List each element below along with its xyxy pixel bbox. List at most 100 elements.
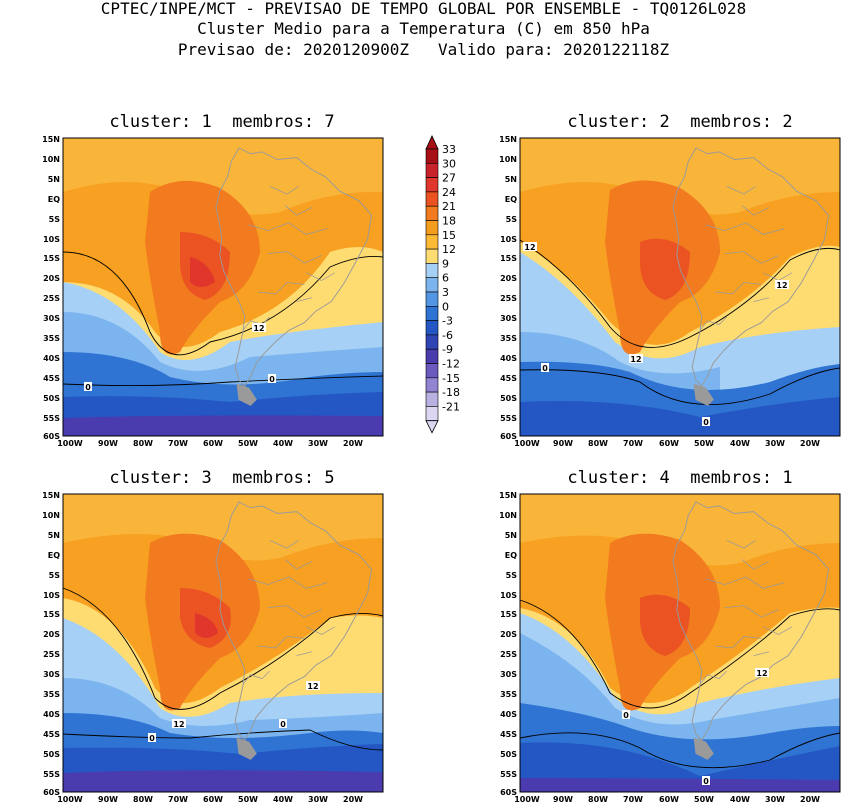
colorbar-swatch: [425, 391, 439, 407]
svg-text:25S: 25S: [500, 294, 517, 303]
svg-text:60W: 60W: [203, 439, 223, 448]
contour-label: 0: [703, 777, 709, 786]
contour-label: 0: [269, 375, 275, 384]
svg-text:30W: 30W: [308, 795, 328, 804]
colorbar-label: 18: [442, 215, 456, 228]
map-panel-1: 15N 10N 5N EQ 5S 10S 15S 20S 25S 30S 35S 40S 4…: [30, 132, 390, 448]
svg-text:55S: 55S: [500, 770, 517, 779]
contour-label: 12: [253, 324, 264, 333]
lat-axis: 15N 10N 5N EQ 5S 10S 15S 20S 25S 30S 35S 40S 4…: [42, 135, 60, 441]
svg-text:70W: 70W: [168, 795, 188, 804]
svg-text:60S: 60S: [500, 788, 517, 797]
svg-text:15S: 15S: [43, 610, 60, 619]
svg-text:20W: 20W: [343, 795, 363, 804]
colorbar-label: 12: [442, 243, 456, 256]
svg-text:EQ: EQ: [505, 195, 517, 204]
svg-text:60W: 60W: [659, 795, 679, 804]
svg-text:15S: 15S: [500, 254, 517, 263]
svg-text:45S: 45S: [43, 374, 60, 383]
svg-text:20W: 20W: [343, 439, 363, 448]
svg-text:80W: 80W: [133, 439, 153, 448]
svg-text:50W: 50W: [238, 439, 258, 448]
colorbar-label: 15: [442, 229, 456, 242]
colorbar-swatch: [425, 348, 439, 364]
colorbar-swatch: [425, 177, 439, 193]
svg-text:30W: 30W: [765, 439, 785, 448]
svg-text:100W: 100W: [514, 439, 540, 448]
svg-text:25S: 25S: [43, 294, 60, 303]
svg-text:60S: 60S: [43, 788, 60, 797]
colorbar-bottom-arrow: [425, 420, 439, 434]
svg-text:45S: 45S: [43, 730, 60, 739]
map-panel-2: 15N 10N 5N EQ 5S 10S 15S 20S 25S 30S 35S 40S 4…: [490, 132, 847, 448]
svg-text:90W: 90W: [98, 795, 118, 804]
svg-text:40S: 40S: [500, 710, 517, 719]
svg-text:15S: 15S: [43, 254, 60, 263]
contour-label: 12: [173, 720, 184, 729]
colorbar-swatch: [425, 363, 439, 379]
colorbar-swatch: [425, 148, 439, 164]
forecast-dates: Previsao de: 2020120900Z Valido para: 20…: [177, 40, 670, 59]
colorbar-swatch: [425, 191, 439, 207]
svg-text:35S: 35S: [500, 334, 517, 343]
panel-2-title: cluster: 2 membros: 2: [567, 112, 793, 132]
colorbar-swatch: [425, 277, 439, 293]
svg-text:90W: 90W: [553, 795, 573, 804]
svg-text:60S: 60S: [43, 432, 60, 441]
svg-text:70W: 70W: [623, 795, 643, 804]
colorbar-label: 9: [442, 257, 449, 270]
svg-text:15N: 15N: [42, 491, 60, 500]
colorbar-label: -3: [442, 315, 453, 328]
contour-label: 0: [703, 418, 709, 427]
colorbar-top-arrow: [425, 135, 439, 150]
colorbar-swatch: [425, 263, 439, 278]
svg-text:60W: 60W: [203, 795, 223, 804]
svg-text:5S: 5S: [49, 215, 61, 224]
svg-text:35S: 35S: [43, 690, 60, 699]
svg-text:55S: 55S: [500, 414, 517, 423]
svg-text:50S: 50S: [43, 750, 60, 759]
svg-text:40W: 40W: [730, 795, 750, 804]
svg-text:25S: 25S: [500, 650, 517, 659]
contour-label: 12: [776, 281, 787, 290]
svg-text:5S: 5S: [49, 571, 61, 580]
svg-text:20W: 20W: [800, 439, 820, 448]
svg-text:40S: 40S: [43, 354, 60, 363]
svg-text:10N: 10N: [42, 511, 60, 520]
svg-text:100W: 100W: [57, 795, 83, 804]
colorbar-label: 24: [442, 186, 456, 199]
svg-text:60W: 60W: [659, 439, 679, 448]
svg-text:50S: 50S: [500, 394, 517, 403]
colorbar-swatch: [425, 162, 439, 178]
color-scale-legend: 33 30 27 24 21 18 15 12 9 6 3 0 -3 -6 -9 -12 -15 -18 -21: [424, 135, 474, 449]
svg-text:20S: 20S: [500, 274, 517, 283]
svg-text:90W: 90W: [98, 439, 118, 448]
colorbar-label: -15: [442, 372, 460, 385]
colorbar-swatch: [425, 248, 439, 264]
svg-text:50W: 50W: [694, 795, 714, 804]
svg-text:30W: 30W: [765, 795, 785, 804]
svg-text:10S: 10S: [500, 235, 517, 244]
svg-text:10N: 10N: [499, 511, 517, 520]
svg-text:20S: 20S: [500, 630, 517, 639]
chart-subtitle: Cluster Medio para a Temperatura (C) em …: [197, 19, 650, 38]
svg-text:100W: 100W: [57, 439, 83, 448]
svg-text:55S: 55S: [43, 770, 60, 779]
colorbar-label: 6: [442, 272, 449, 285]
svg-text:70W: 70W: [168, 439, 188, 448]
svg-text:10S: 10S: [43, 591, 60, 600]
svg-text:40W: 40W: [730, 439, 750, 448]
svg-text:EQ: EQ: [48, 551, 60, 560]
colorbar-label: -21: [442, 400, 460, 413]
svg-text:80W: 80W: [133, 795, 153, 804]
contour-label: 0: [85, 383, 91, 392]
svg-text:100W: 100W: [514, 795, 540, 804]
svg-text:40W: 40W: [273, 439, 293, 448]
svg-text:EQ: EQ: [48, 195, 60, 204]
svg-text:30S: 30S: [43, 314, 60, 323]
svg-text:25S: 25S: [43, 650, 60, 659]
svg-text:30W: 30W: [308, 439, 328, 448]
contour-label: 12: [630, 355, 641, 364]
svg-text:50W: 50W: [238, 795, 258, 804]
colorbar-swatch: [425, 234, 439, 250]
